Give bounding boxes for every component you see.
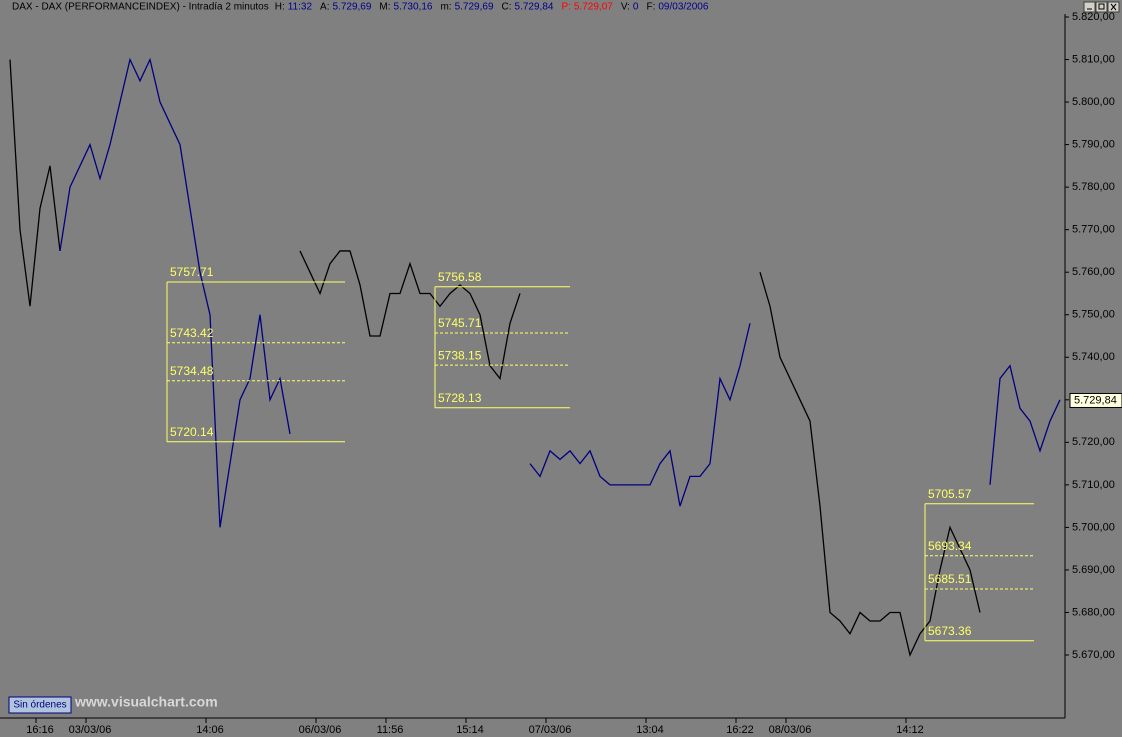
x-tick-label: 03/03/06 [69, 724, 112, 736]
y-tick-label: 5.760,00 [1072, 266, 1115, 278]
x-tick-label: 07/03/06 [529, 724, 572, 736]
header-field-label: F: [646, 2, 655, 13]
level-label: 5705.57 [928, 487, 972, 501]
y-tick-label: 5.720,00 [1072, 436, 1115, 448]
header-field-label: m: [440, 2, 451, 13]
x-tick-label: 15:14 [456, 724, 484, 736]
y-tick-label: 5.790,00 [1072, 139, 1115, 151]
level-label: 5685.51 [928, 572, 972, 586]
header-field-label: M: [379, 2, 390, 13]
x-tick-label: 08/03/06 [769, 724, 812, 736]
x-tick-label: 14:06 [196, 724, 224, 736]
header-field-value: 5.729,84 [515, 2, 554, 13]
y-tick-label: 5.700,00 [1072, 521, 1115, 533]
level-label: 5756.58 [438, 270, 482, 284]
header-title: DAX - DAX (PERFORMANCEINDEX) - Intradía … [12, 2, 269, 13]
level-label: 5743.42 [170, 326, 214, 340]
y-tick-label: 5.690,00 [1072, 564, 1115, 576]
level-label: 5693.34 [928, 539, 972, 553]
header-field-value: 0 [633, 2, 639, 13]
level-label: 5738.15 [438, 348, 482, 362]
x-tick-label: 16:16 [26, 724, 54, 736]
level-label: 5673.36 [928, 624, 972, 638]
level-label: 5745.71 [438, 316, 482, 330]
level-label: 5734.48 [170, 364, 214, 378]
maximize-button[interactable] [1095, 1, 1108, 13]
y-tick-label: 5.680,00 [1072, 606, 1115, 618]
icon [1110, 3, 1117, 11]
x-tick-label: 13:04 [636, 724, 664, 736]
header-field-value: 5.729,07 [574, 2, 613, 13]
y-tick-label: 5.780,00 [1072, 181, 1115, 193]
y-tick-label: 5.810,00 [1072, 53, 1115, 65]
y-tick-label: 5.770,00 [1072, 224, 1115, 236]
x-tick-label: 06/03/06 [299, 724, 342, 736]
y-tick-label: 5.710,00 [1072, 479, 1115, 491]
level-label: 5728.13 [438, 391, 482, 405]
y-tick-label: 5.740,00 [1072, 351, 1115, 363]
header-field-value: 5.730,16 [394, 2, 433, 13]
last-price-box [1069, 392, 1122, 408]
orders-button[interactable] [8, 696, 72, 714]
header-field-label: C: [502, 2, 512, 13]
watermark: www.visualchart.com [74, 694, 218, 710]
header-field-value: 11:32 [288, 2, 313, 13]
last-price-label: 5.729,84 [1074, 394, 1117, 406]
header-field-value: 09/03/2006 [658, 2, 708, 13]
header-field-value: 5.729,69 [332, 2, 371, 13]
orders-button-label[interactable]: Sin órdenes [13, 700, 66, 711]
window-buttons[interactable] [1083, 1, 1120, 13]
header: DAX - DAX (PERFORMANCEINDEX) - Intradía … [12, 2, 709, 13]
x-tick-label: 16:22 [726, 724, 754, 736]
header-field-value: 5.729,69 [455, 2, 494, 13]
price-line [59, 57, 1061, 528]
y-tick-label: 5.670,00 [1072, 649, 1115, 661]
price-line [9, 59, 981, 657]
header-field-label: P: [561, 2, 570, 13]
level-label: 5720.14 [170, 425, 214, 439]
y-tick-label: 5.820,00 [1072, 11, 1115, 23]
minimize-button[interactable] [1083, 1, 1096, 13]
level-label: 5757.71 [170, 265, 214, 279]
y-tick-label: 5.750,00 [1072, 309, 1115, 321]
x-tick-label: 11:56 [377, 724, 404, 736]
y-tick-label: 5.800,00 [1072, 96, 1115, 108]
header-field-label: V: [621, 2, 630, 13]
icon [1098, 3, 1105, 10]
header-field-label: A: [320, 2, 329, 13]
x-tick-label: 14:12 [896, 724, 924, 736]
header-field-label: H: [275, 2, 285, 13]
